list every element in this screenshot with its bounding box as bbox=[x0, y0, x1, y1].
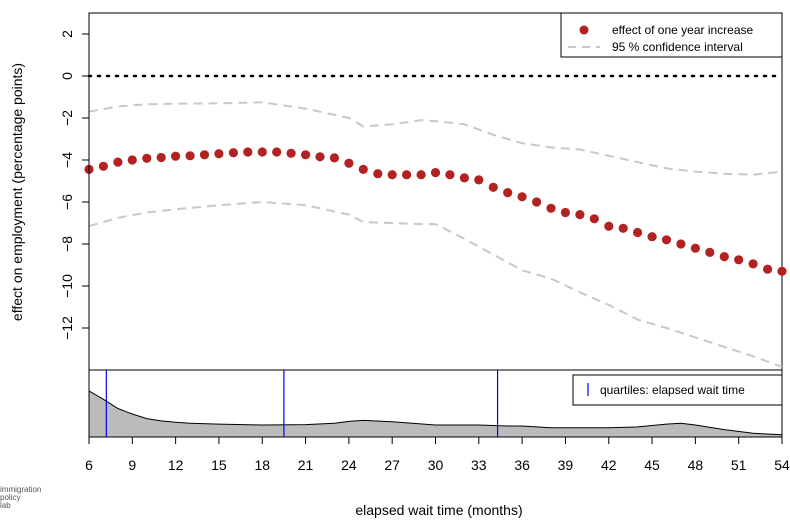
main-legend-box bbox=[560, 12, 783, 58]
y-tick-label: 2 bbox=[59, 30, 75, 38]
effect-point bbox=[748, 259, 758, 269]
density-legend: quartiles: elapsed wait time bbox=[572, 374, 783, 406]
effect-point bbox=[257, 147, 267, 157]
effect-point bbox=[661, 235, 672, 245]
x-tick-label: 36 bbox=[514, 457, 530, 473]
density-legend-box bbox=[572, 374, 783, 406]
x-tick-label: 48 bbox=[688, 457, 704, 473]
x-tick-label: 24 bbox=[341, 457, 357, 473]
effect-point bbox=[272, 147, 282, 157]
effect-point bbox=[228, 148, 238, 158]
effect-point bbox=[243, 147, 253, 157]
legend-point-marker bbox=[579, 25, 589, 35]
effect-point bbox=[387, 170, 397, 180]
x-tick-label: 6 bbox=[85, 457, 93, 473]
effect-point bbox=[98, 161, 108, 171]
y-axis: −12 −10 −8 −6 −4 −2 0 2 bbox=[59, 30, 90, 340]
effect-point bbox=[301, 150, 311, 160]
y-tick-label: −10 bbox=[59, 274, 75, 298]
legend-ci-label: 95 % confidence interval bbox=[612, 40, 743, 54]
x-axis-label: elapsed wait time (months) bbox=[355, 502, 522, 518]
effect-point bbox=[719, 252, 729, 262]
legend-effect-label: effect of one year increase bbox=[612, 23, 754, 37]
x-tick-label: 33 bbox=[471, 457, 487, 473]
effect-point bbox=[517, 192, 527, 202]
x-tick-label: 42 bbox=[601, 457, 617, 473]
effect-point bbox=[734, 255, 744, 265]
logo-line: policy bbox=[0, 493, 21, 502]
y-tick-label: 0 bbox=[59, 72, 75, 80]
effect-point bbox=[647, 232, 657, 242]
effect-point bbox=[156, 152, 166, 163]
effect-point bbox=[777, 266, 787, 276]
x-tick-label: 39 bbox=[558, 457, 574, 473]
x-tick-label: 21 bbox=[298, 457, 314, 473]
main-legend: effect of one year increase 95 % confide… bbox=[560, 12, 783, 58]
y-tick-label: −4 bbox=[59, 152, 75, 168]
effect-point bbox=[690, 243, 701, 253]
effect-point bbox=[315, 152, 325, 162]
effect-point bbox=[142, 153, 152, 163]
effect-point bbox=[430, 168, 441, 178]
effect-point bbox=[604, 221, 614, 231]
x-tick-label: 12 bbox=[168, 457, 184, 473]
effect-point bbox=[676, 239, 686, 249]
effect-point bbox=[199, 150, 210, 160]
effect-point bbox=[127, 155, 137, 165]
effect-point bbox=[459, 173, 469, 183]
effect-point bbox=[763, 264, 773, 274]
main-plot-frame bbox=[88, 12, 783, 371]
y-tick-label: −6 bbox=[59, 194, 75, 210]
density-area bbox=[88, 390, 783, 438]
x-tick-label: 9 bbox=[128, 457, 136, 473]
logo-line: lab bbox=[0, 501, 11, 510]
x-tick-label: 15 bbox=[211, 457, 227, 473]
effect-point bbox=[329, 153, 339, 163]
effect-point bbox=[344, 158, 354, 168]
y-tick-label: −12 bbox=[59, 316, 75, 340]
effect-point bbox=[113, 157, 123, 167]
effect-point bbox=[560, 207, 571, 218]
x-tick-label: 30 bbox=[428, 457, 444, 473]
logo-line: immigration bbox=[0, 485, 42, 494]
effect-point bbox=[546, 203, 556, 213]
x-tick-label: 51 bbox=[731, 457, 747, 473]
y-tick-label: −2 bbox=[59, 110, 75, 126]
effect-point bbox=[705, 247, 715, 257]
confidence-interval-series bbox=[88, 101, 783, 368]
ci-lower-line bbox=[88, 200, 783, 368]
effect-point bbox=[416, 170, 426, 180]
x-tick-label: 27 bbox=[384, 457, 400, 473]
x-tick-label: 18 bbox=[254, 457, 270, 473]
ci-upper-line bbox=[88, 101, 783, 176]
x-tick-label: 45 bbox=[644, 457, 660, 473]
immigration-policy-lab-logo: immigration policy lab bbox=[0, 486, 41, 510]
effect-point bbox=[503, 188, 513, 198]
effect-point bbox=[373, 169, 383, 179]
legend-quartile-label: quartiles: elapsed wait time bbox=[600, 383, 745, 397]
effect-point bbox=[488, 182, 498, 192]
effect-points-series bbox=[84, 147, 787, 276]
y-tick-label: −8 bbox=[59, 236, 75, 252]
effect-point bbox=[532, 197, 542, 207]
x-axis: 6 9 12 15 18 21 24 27 30 33 36 39 42 45 48 51 54 bbox=[85, 437, 790, 473]
effect-point bbox=[402, 170, 412, 180]
effect-point bbox=[618, 223, 628, 233]
effect-point bbox=[445, 170, 455, 180]
effect-point bbox=[214, 149, 224, 159]
effect-point bbox=[286, 148, 296, 158]
effect-point bbox=[474, 175, 484, 185]
effect-point bbox=[171, 151, 181, 161]
x-tick-label: 54 bbox=[774, 457, 790, 473]
effect-point bbox=[358, 164, 368, 174]
effect-point bbox=[185, 151, 195, 161]
effect-point bbox=[575, 210, 585, 220]
y-axis-label: effect on employment (percentage points) bbox=[9, 63, 25, 321]
effect-point bbox=[633, 227, 643, 238]
effect-point bbox=[589, 214, 599, 224]
main-plot-panel bbox=[87, 12, 784, 371]
